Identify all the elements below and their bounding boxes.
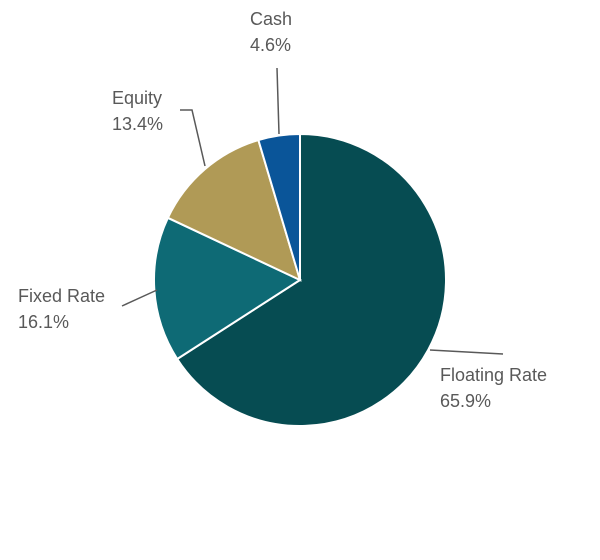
- slice-value-label: 4.6%: [250, 35, 291, 55]
- labels: Floating Rate 65.9% Fixed Rate 16.1% Equity 1…: [18, 9, 547, 411]
- slice-label: Cash: [250, 9, 292, 29]
- pie: [153, 132, 447, 427]
- leader-line: [276, 67, 280, 135]
- slice-label: Equity: [112, 88, 162, 108]
- pie-slice: [153, 216, 303, 361]
- slice-value-label: 13.4%: [112, 114, 163, 134]
- slice-value-label: 16.1%: [18, 312, 69, 332]
- leader-line: [180, 109, 206, 167]
- slice-label: Floating Rate: [440, 365, 547, 385]
- leader-line: [121, 289, 158, 307]
- pie-slice: [257, 132, 301, 281]
- pie-slice: [175, 132, 447, 427]
- slice-value-label: 65.9%: [440, 391, 491, 411]
- pie-slice: [166, 138, 302, 282]
- slice-label: Fixed Rate: [18, 286, 105, 306]
- leader-line: [429, 349, 504, 355]
